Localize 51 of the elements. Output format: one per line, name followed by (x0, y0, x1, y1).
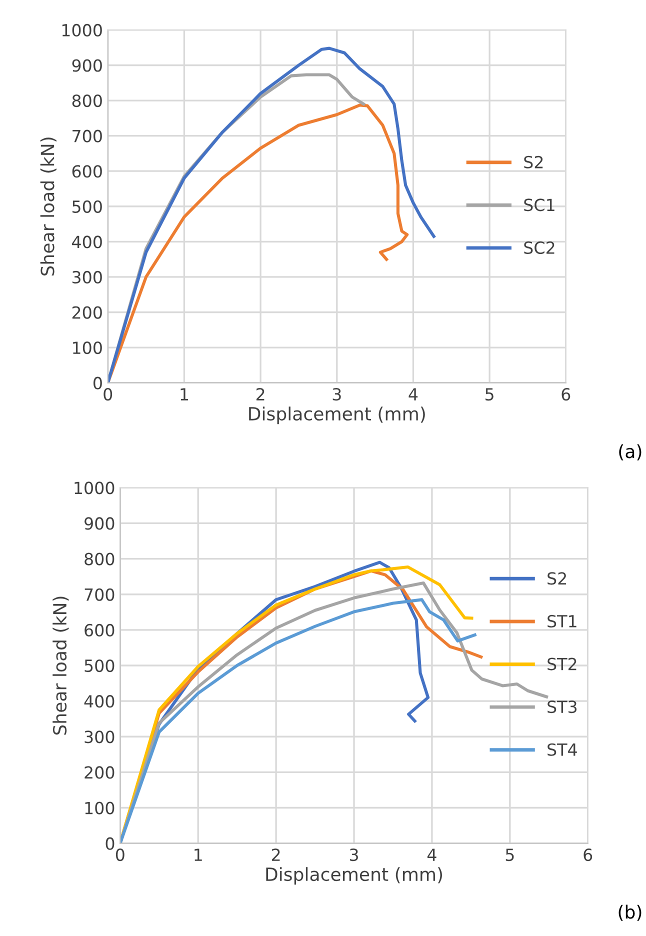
x-axis-title: Displacement (mm) (249, 406, 425, 424)
y-tick-label: 400 (72, 236, 102, 248)
y-tick-label: 0 (106, 837, 114, 850)
x-tick-label: 1 (194, 848, 202, 861)
y-tick-label: 500 (84, 659, 114, 672)
y-tick-label: 500 (72, 200, 102, 213)
x-tick-label: 3 (350, 848, 358, 862)
line-series (108, 104, 409, 383)
y-tick-label: 800 (84, 552, 114, 566)
legend-label: SC2 (524, 241, 554, 254)
y-tick-label: 900 (84, 517, 114, 530)
x-tick-label: 6 (584, 848, 592, 862)
x-tick-label: 5 (486, 388, 494, 401)
x-axis-title: Displacement (mm) (266, 867, 442, 885)
y-tick-label: 200 (72, 306, 102, 319)
x-tick-label: 3 (332, 388, 341, 401)
x-tick-label: 0 (116, 848, 124, 862)
y-axis-title: Shear load (kN) (40, 138, 56, 276)
y-tick-label: 100 (85, 802, 114, 814)
legend-label: ST2 (548, 658, 576, 670)
y-tick-label: 700 (72, 130, 102, 142)
x-tick-label: 4 (427, 848, 436, 861)
y-tick-label: 300 (72, 270, 102, 284)
y-tick-label: 700 (84, 588, 114, 601)
y-tick-label: 1000 (62, 24, 102, 37)
x-tick-label: 2 (272, 848, 280, 861)
y-tick-label: 200 (84, 766, 114, 779)
x-tick-label: 2 (256, 388, 264, 400)
y-tick-label: 0 (94, 376, 102, 390)
y-tick-label: 300 (84, 730, 114, 744)
line-series (108, 46, 436, 383)
legend-label: ST3 (548, 700, 577, 714)
y-tick-label: 1000 (74, 482, 114, 494)
x-tick-label: 1 (180, 388, 188, 400)
text: (a) (619, 444, 642, 460)
y-tick-label: 100 (73, 342, 102, 354)
legend-label: ST1 (548, 614, 576, 628)
y-tick-label: 600 (72, 165, 102, 178)
legend-label: SC1 (524, 198, 554, 212)
x-tick-label: 4 (408, 388, 418, 400)
legend-label: ST4 (548, 743, 577, 756)
y-tick-label: 400 (84, 695, 114, 708)
y-axis-title: Shear load (kN) (52, 596, 69, 735)
x-tick-label: 6 (562, 388, 570, 401)
y-tick-label: 900 (72, 59, 102, 72)
legend-label: S2 (548, 572, 566, 585)
y-tick-label: 800 (72, 94, 102, 108)
legend-label: S2 (524, 156, 543, 168)
x-tick-label: 5 (506, 848, 514, 862)
text: (b) (618, 904, 642, 921)
y-tick-label: 600 (84, 624, 114, 636)
